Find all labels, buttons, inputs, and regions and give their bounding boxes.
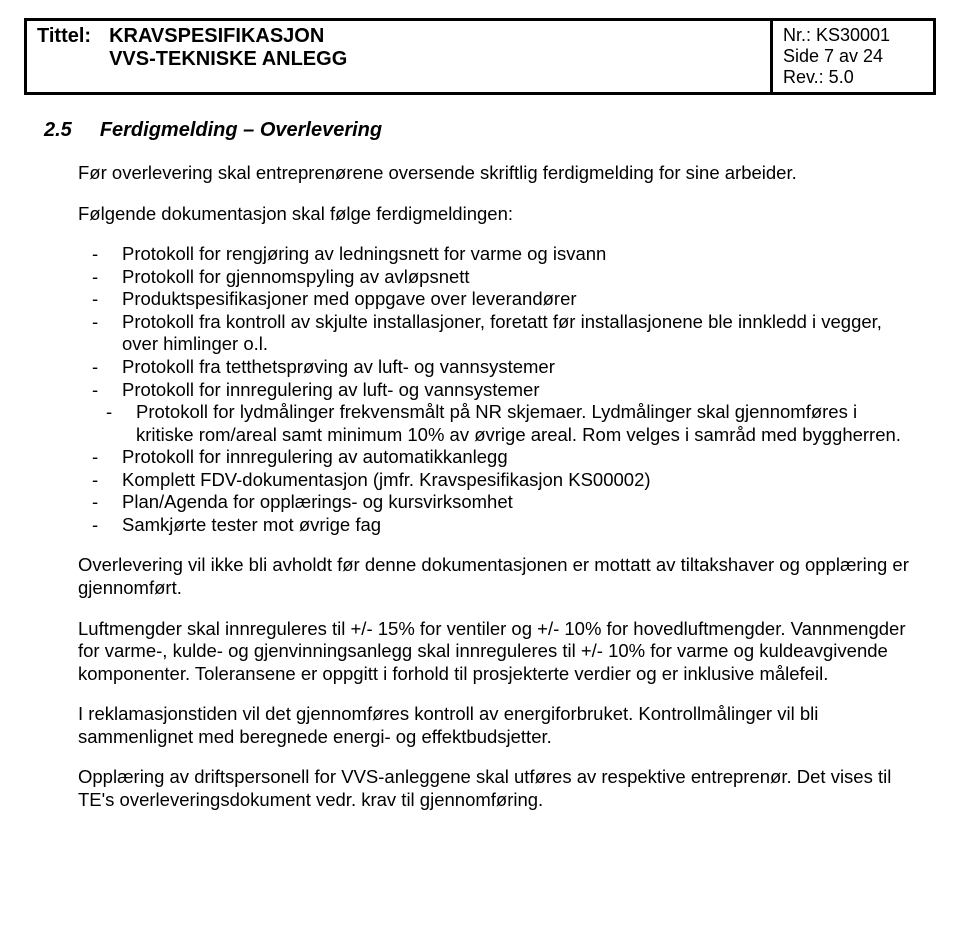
bullet-list-1: Protokoll for rengjøring av ledningsnett… — [78, 243, 916, 536]
page-content: 2.5 Ferdigmelding – Overlevering Før ove… — [0, 95, 960, 812]
list-item: Protokoll for innregulering av luft- og … — [78, 379, 916, 402]
list-item: Protokoll for lydmålinger frekvensmålt p… — [92, 401, 916, 446]
section-number: 2.5 — [44, 119, 72, 142]
header-rev: Rev.: 5.0 — [783, 67, 923, 88]
paragraph: Overlevering vil ikke bli avholdt før de… — [78, 554, 916, 599]
list-intro: Følgende dokumentasjon skal følge ferdig… — [78, 203, 916, 226]
list-item: Komplett FDV-dokumentasjon (jmfr. Kravsp… — [78, 469, 916, 492]
section-title: Ferdigmelding – Overlevering — [100, 119, 382, 142]
list-item: Protokoll fra kontroll av skjulte instal… — [78, 311, 916, 356]
document-header: Tittel: KRAVSPESIFIKASJON VVS-TEKNISKE A… — [24, 18, 936, 95]
header-title-2: VVS-TEKNISKE ANLEGG — [109, 48, 347, 71]
list-item: Protokoll for innregulering av automatik… — [78, 446, 916, 469]
list-item: Samkjørte tester mot øvrige fag — [78, 514, 916, 537]
section-heading: 2.5 Ferdigmelding – Overlevering — [44, 119, 916, 142]
list-item: Protokoll for rengjøring av ledningsnett… — [78, 243, 916, 266]
paragraph: I reklamasjonstiden vil det gjennomføres… — [78, 703, 916, 748]
header-side: Side 7 av 24 — [783, 46, 923, 67]
paragraph: Opplæring av driftspersonell for VVS-anl… — [78, 766, 916, 811]
section-body: Før overlevering skal entreprenørene ove… — [78, 162, 916, 812]
list-item: Produktspesifikasjoner med oppgave over … — [78, 288, 916, 311]
list-item: Protokoll fra tetthetsprøving av luft- o… — [78, 356, 916, 379]
header-titles: KRAVSPESIFIKASJON VVS-TEKNISKE ANLEGG — [109, 25, 347, 86]
header-nr: Nr.: KS30001 — [783, 25, 923, 46]
header-left: Tittel: KRAVSPESIFIKASJON VVS-TEKNISKE A… — [27, 21, 770, 92]
header-title-1: KRAVSPESIFIKASJON — [109, 25, 347, 48]
list-item: Plan/Agenda for opplærings- og kursvirks… — [78, 491, 916, 514]
intro-paragraph: Før overlevering skal entreprenørene ove… — [78, 162, 916, 185]
paragraph: Luftmengder skal innreguleres til +/- 15… — [78, 618, 916, 686]
list-item: Protokoll for gjennomspyling av avløpsne… — [78, 266, 916, 289]
header-right: Nr.: KS30001 Side 7 av 24 Rev.: 5.0 — [770, 21, 933, 92]
header-label: Tittel: — [37, 25, 91, 86]
